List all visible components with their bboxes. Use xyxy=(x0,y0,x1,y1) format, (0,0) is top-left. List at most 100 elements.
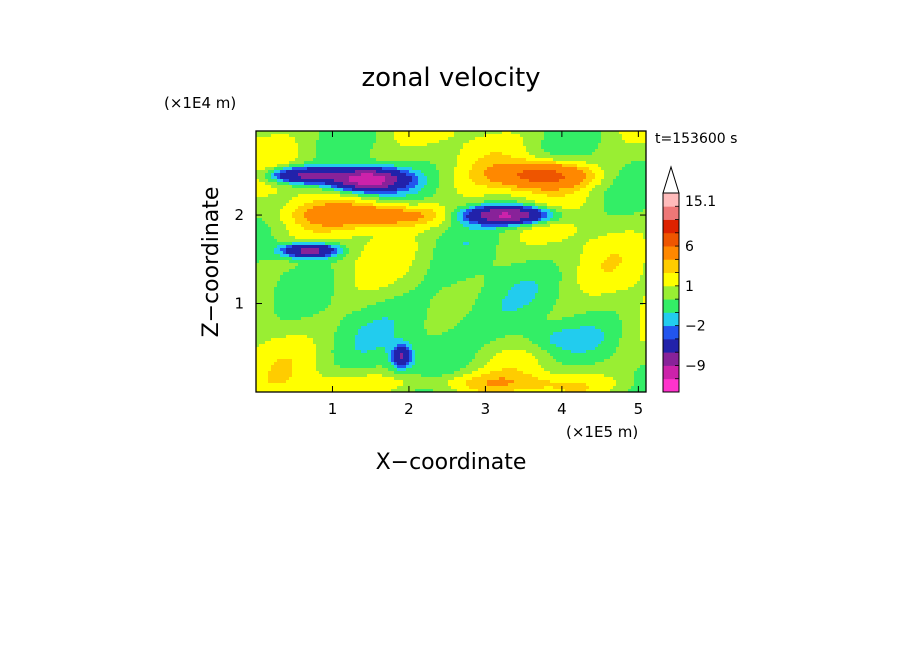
field-cell xyxy=(289,170,293,174)
field-cell xyxy=(259,167,263,171)
field-cell xyxy=(454,224,458,228)
field-cell xyxy=(592,224,596,228)
field-cell xyxy=(565,176,569,180)
field-cell xyxy=(277,158,281,162)
field-cell xyxy=(619,176,623,180)
field-cell xyxy=(598,164,602,168)
field-cell xyxy=(499,179,503,183)
field-cell xyxy=(268,218,272,222)
field-cell xyxy=(634,233,638,237)
field-cell xyxy=(625,203,629,207)
field-cell xyxy=(412,158,416,162)
field-cell xyxy=(454,167,458,171)
field-cell xyxy=(472,161,476,165)
field-cell xyxy=(523,203,527,207)
field-cell xyxy=(544,188,548,192)
field-cell xyxy=(409,230,413,234)
field-cell xyxy=(526,152,530,156)
field-cell xyxy=(337,194,341,198)
field-cell xyxy=(601,197,605,201)
field-cell xyxy=(268,155,272,159)
field-cell xyxy=(562,242,566,246)
field-cell xyxy=(262,173,266,177)
field-cell xyxy=(619,140,623,144)
field-cell xyxy=(493,146,497,150)
field-cell xyxy=(295,137,299,141)
field-cell xyxy=(358,224,362,228)
field-cell xyxy=(532,242,536,246)
field-cell xyxy=(262,137,266,141)
field-cell xyxy=(514,212,518,216)
field-cell xyxy=(643,215,646,219)
field-cell xyxy=(343,224,347,228)
field-cell xyxy=(463,191,467,195)
field-cell xyxy=(343,167,347,171)
field-cell xyxy=(424,185,428,189)
field-cell xyxy=(604,233,608,237)
field-cell xyxy=(610,173,614,177)
field-cell xyxy=(379,203,383,207)
field-cell xyxy=(463,140,467,144)
field-cell xyxy=(598,173,602,177)
field-cell xyxy=(289,173,293,177)
field-cell xyxy=(637,143,641,147)
field-cell xyxy=(457,200,461,204)
field-cell xyxy=(604,182,608,186)
field-cell xyxy=(409,149,413,153)
field-cell xyxy=(334,161,338,165)
field-cell xyxy=(436,212,440,216)
field-cell xyxy=(388,137,392,141)
field-cell xyxy=(499,167,503,171)
field-cell xyxy=(457,137,461,141)
field-cell xyxy=(634,236,638,240)
field-cell xyxy=(625,188,629,192)
field-cell xyxy=(418,194,422,198)
field-cell xyxy=(502,197,506,201)
field-cell xyxy=(349,152,353,156)
field-cell xyxy=(427,158,431,162)
field-cell xyxy=(307,242,311,246)
field-cell xyxy=(478,218,482,222)
field-cell xyxy=(568,167,572,171)
field-cell xyxy=(490,224,494,228)
field-cell xyxy=(391,188,395,192)
field-cell xyxy=(310,152,314,156)
field-cell xyxy=(358,242,362,246)
field-cell xyxy=(355,245,359,249)
field-cell xyxy=(496,185,500,189)
field-cell xyxy=(403,224,407,228)
field-cell xyxy=(352,194,356,198)
field-cell xyxy=(631,134,635,138)
field-cell xyxy=(565,212,569,216)
field-cell xyxy=(406,227,410,231)
field-cell xyxy=(496,140,500,144)
field-cell xyxy=(388,212,392,216)
field-cell xyxy=(484,143,488,147)
field-cell xyxy=(529,239,533,243)
field-cell xyxy=(343,230,347,234)
field-cell xyxy=(469,155,473,159)
field-cell xyxy=(295,236,299,240)
field-cell xyxy=(631,131,635,135)
field-cell xyxy=(643,227,646,231)
field-cell xyxy=(361,200,365,204)
field-cell xyxy=(322,206,326,210)
field-cell xyxy=(274,212,278,216)
field-cell xyxy=(640,215,644,219)
field-cell xyxy=(370,245,374,249)
field-cell xyxy=(289,215,293,219)
field-cell xyxy=(613,161,617,165)
field-cell xyxy=(289,212,293,216)
field-cell xyxy=(499,131,503,135)
field-cell xyxy=(292,200,296,204)
field-cell xyxy=(580,167,584,171)
field-cell xyxy=(313,239,317,243)
field-cell xyxy=(397,239,401,243)
field-cell xyxy=(436,137,440,141)
field-cell xyxy=(304,212,308,216)
field-cell xyxy=(484,206,488,210)
field-cell xyxy=(571,179,575,183)
field-cell xyxy=(517,179,521,183)
field-cell xyxy=(508,230,512,234)
field-cell xyxy=(424,182,428,186)
